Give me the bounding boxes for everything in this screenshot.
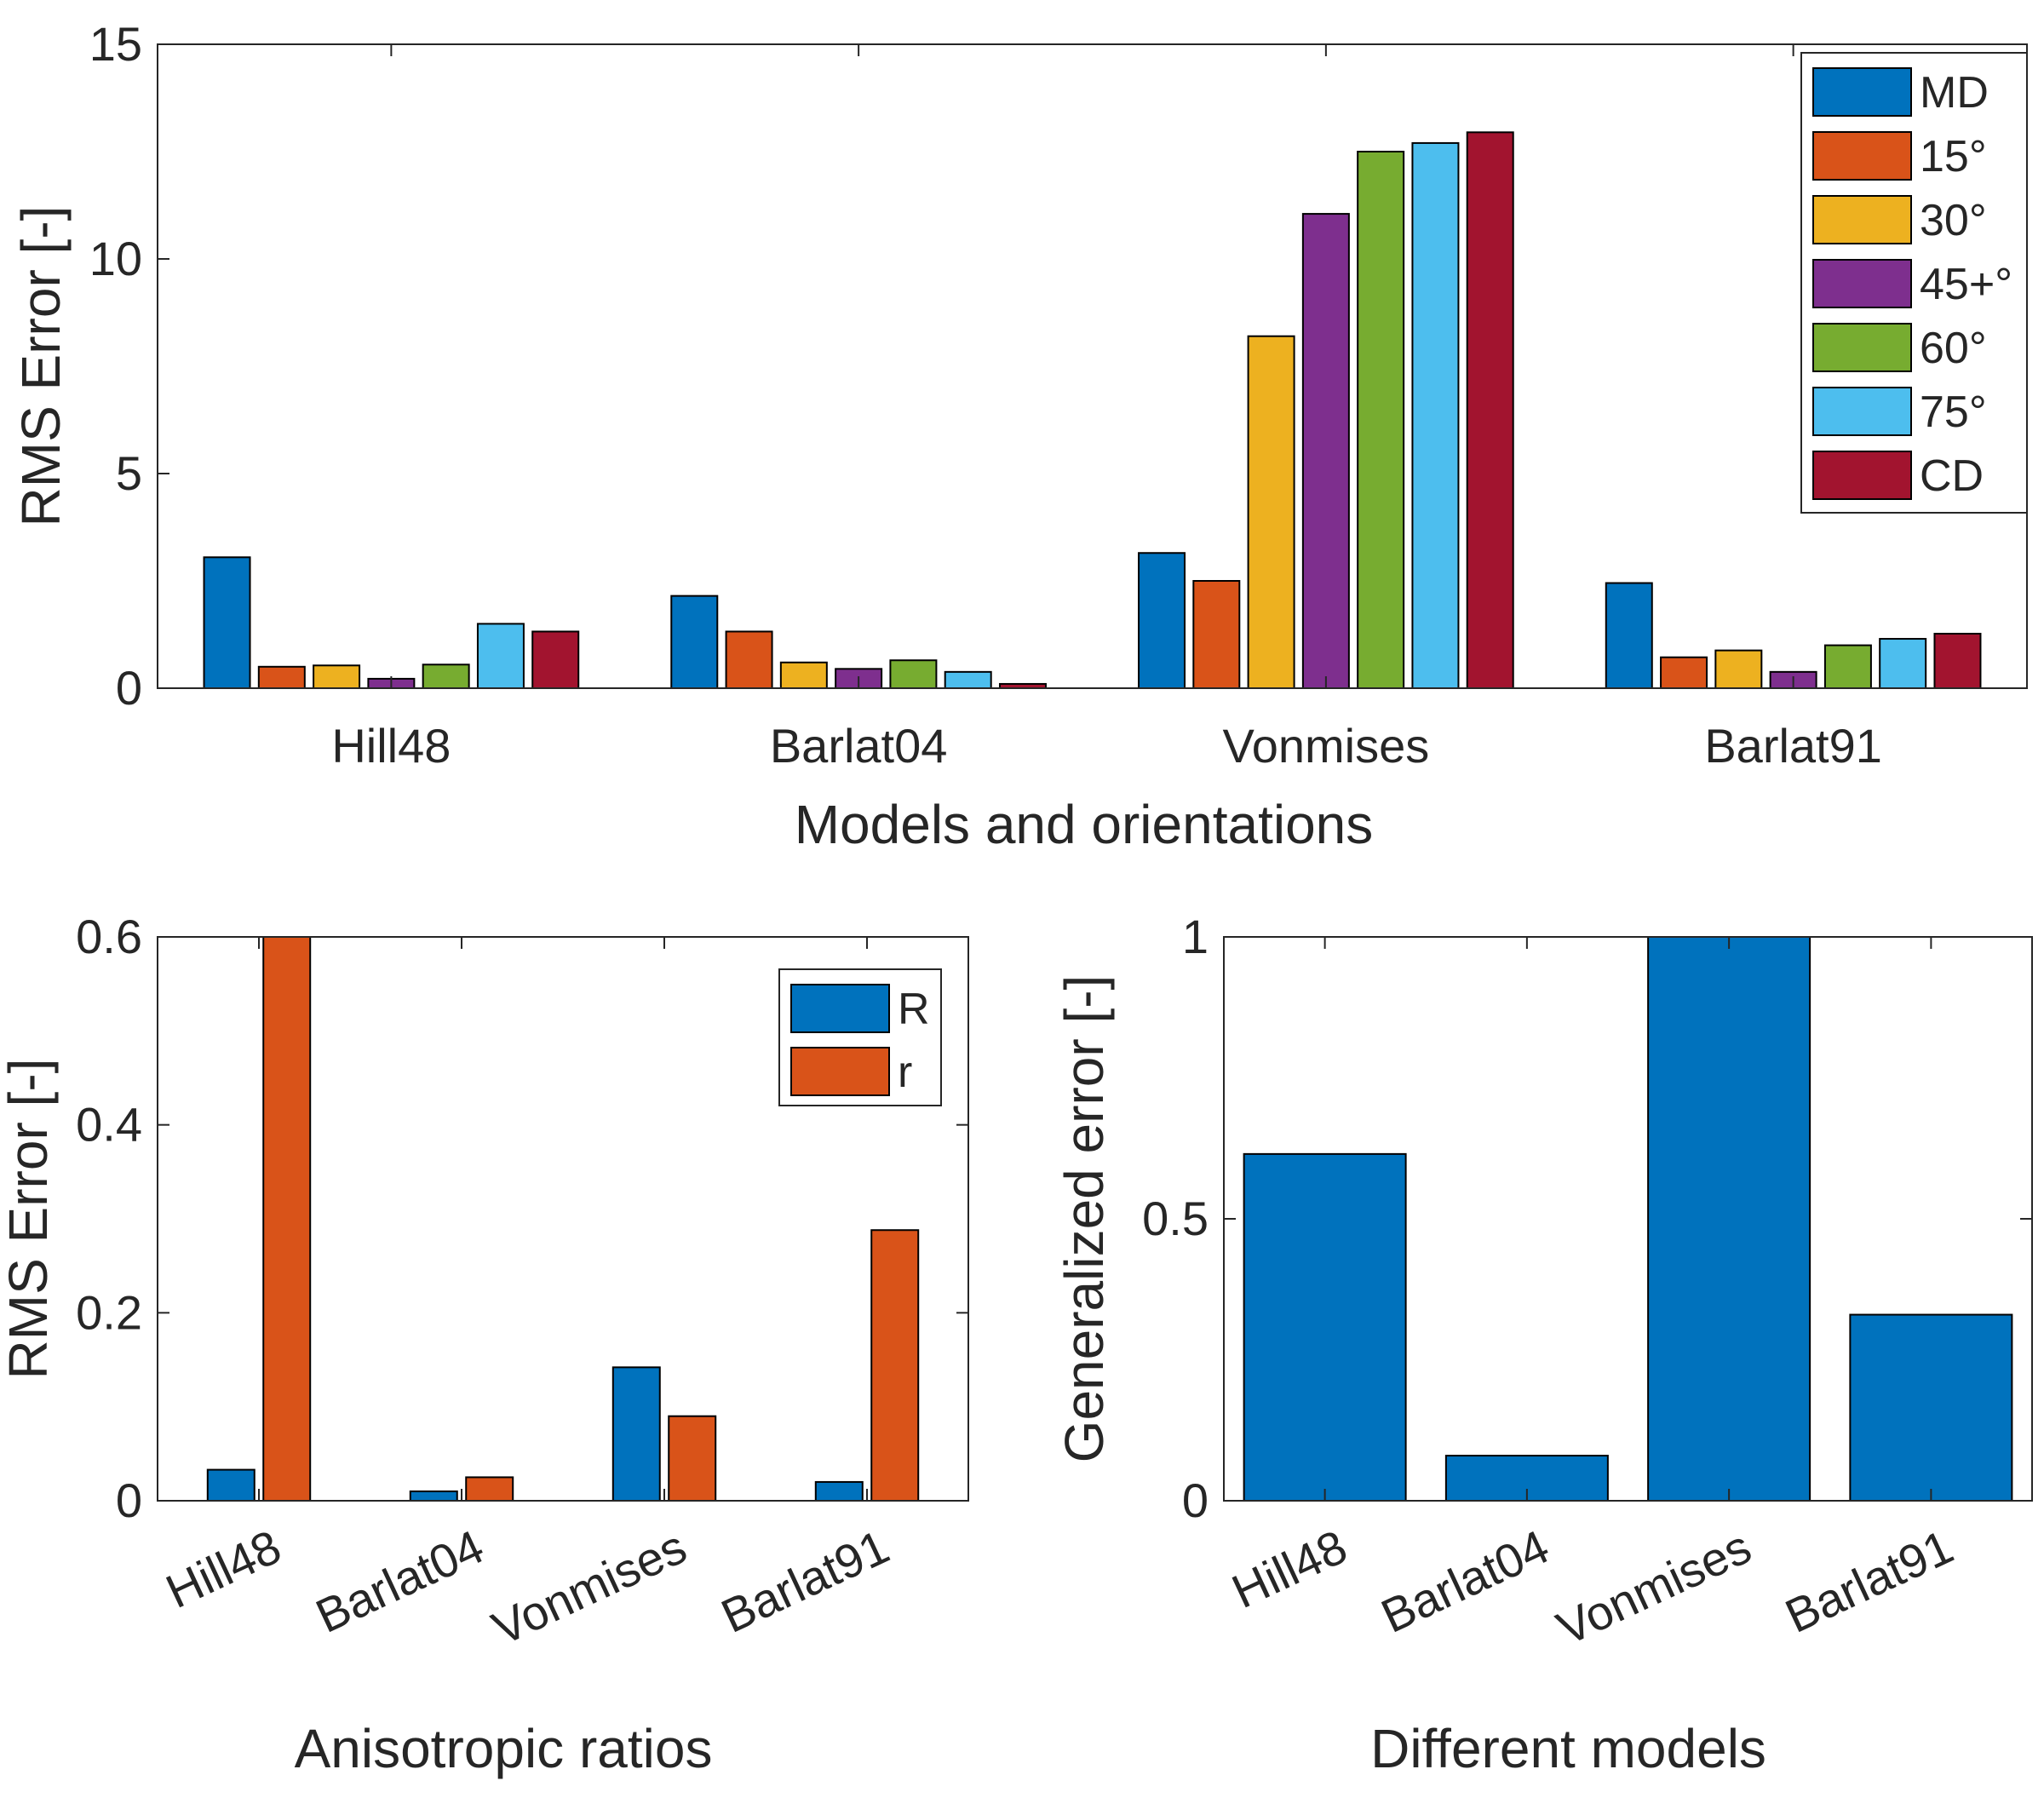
y-axis-label: Generalized error [-] xyxy=(1054,975,1115,1463)
bar-r-Barlat04 xyxy=(465,1476,514,1502)
y-tick-label: 0.5 xyxy=(1142,1192,1209,1245)
bar-15°-Vonmises xyxy=(1192,580,1241,689)
bar-CD-Hill48 xyxy=(531,630,580,689)
legend-swatch-R xyxy=(790,984,890,1033)
legend-label: R xyxy=(898,985,930,1034)
x-tick-label: Hill48 xyxy=(158,1519,290,1618)
bar-30°-Hill48 xyxy=(313,664,361,690)
legend-label: 75° xyxy=(1920,388,1987,437)
x-tick-label: Barlat91 xyxy=(1704,719,1882,773)
legend-label: CD xyxy=(1920,451,1984,501)
legend-swatch-15° xyxy=(1812,131,1912,181)
x-tick-label: Barlat04 xyxy=(1373,1519,1557,1643)
axes-frame xyxy=(157,936,969,1502)
bar-R-Vonmises xyxy=(611,1366,661,1502)
legend-swatch-60° xyxy=(1812,323,1912,372)
x-tick-label: Vonmises xyxy=(1549,1519,1760,1656)
bar-MD-Barlat91 xyxy=(1605,582,1653,690)
legend-swatch-45+° xyxy=(1812,259,1912,308)
legend-label: 45+° xyxy=(1920,260,2012,309)
x-tick-label: Hill48 xyxy=(1224,1519,1355,1618)
y-tick-label: 0.4 xyxy=(76,1098,142,1152)
y-tick-label: 0.6 xyxy=(76,910,142,963)
bar-Generalized error-Vonmises xyxy=(1647,936,1811,1502)
x-tick-label: Barlat04 xyxy=(770,719,948,773)
x-tick-label: Hill48 xyxy=(331,719,451,773)
bar-45+°-Vonmises xyxy=(1301,213,1350,689)
y-tick-label: 5 xyxy=(116,446,142,500)
x-tick-label: Barlat04 xyxy=(307,1519,491,1643)
y-tick-label: 0.2 xyxy=(76,1285,142,1339)
bar-75°-Barlat04 xyxy=(944,670,992,690)
y-tick-label: 0 xyxy=(116,1473,142,1527)
x-axis-label: Anisotropic ratios xyxy=(295,1718,713,1779)
bar-CD-Barlat91 xyxy=(1933,632,1982,690)
bar-15°-Barlat04 xyxy=(725,630,773,689)
x-axis-label: Different models xyxy=(1370,1718,1766,1779)
y-tick-label: 10 xyxy=(89,232,142,285)
bar-75°-Hill48 xyxy=(476,623,525,690)
bar-60°-Hill48 xyxy=(422,663,470,690)
chart-top: 0 5 10 15 Hill48 Barlat04 Vonmises Barlat91 Mode… xyxy=(10,17,2028,855)
legend-label: r xyxy=(898,1048,912,1097)
y-tick-label: 0 xyxy=(116,661,142,715)
bar-r-Vonmises xyxy=(668,1415,717,1502)
bar-R-Barlat91 xyxy=(814,1480,864,1502)
bar-r-Hill48 xyxy=(262,936,312,1502)
bar-75°-Barlat91 xyxy=(1879,638,1927,689)
bar-30°-Vonmises xyxy=(1247,335,1295,689)
x-tick-label: Barlat91 xyxy=(713,1519,897,1643)
legend: Rr xyxy=(778,968,942,1106)
legend-swatch-30° xyxy=(1812,195,1912,244)
legend-label: 60° xyxy=(1920,324,1987,373)
bar-Generalized error-Barlat91 xyxy=(1849,1313,2013,1502)
bar-Generalized error-Hill48 xyxy=(1243,1152,1407,1502)
bar-60°-Barlat04 xyxy=(889,659,938,689)
legend-label: MD xyxy=(1920,68,1989,118)
bar-30°-Barlat91 xyxy=(1714,649,1763,690)
legend-label: 15° xyxy=(1920,132,1987,181)
bar-60°-Barlat91 xyxy=(1823,644,1872,689)
bar-MD-Barlat04 xyxy=(670,595,719,690)
legend-swatch-CD xyxy=(1812,451,1912,500)
bar-75°-Vonmises xyxy=(1411,141,1460,690)
plot-area xyxy=(158,44,2027,688)
legend: MD 15° 30° 45+° 60° 75° CD xyxy=(1800,52,2028,514)
bar-R-Barlat04 xyxy=(409,1490,458,1502)
bar-60°-Vonmises xyxy=(1357,151,1405,689)
legend-swatch-75° xyxy=(1812,387,1912,436)
x-axis-label: Models and orientations xyxy=(795,794,1374,855)
y-axis-label: RMS Error [-] xyxy=(10,206,72,527)
bar-r-Barlat91 xyxy=(870,1229,920,1502)
x-tick-label: Vonmises xyxy=(1222,719,1429,773)
bar-MD-Hill48 xyxy=(203,556,251,690)
y-tick-label: 15 xyxy=(89,17,142,71)
y-tick-label: 1 xyxy=(1182,910,1209,963)
legend-label: 30° xyxy=(1920,196,1987,245)
bar-15°-Hill48 xyxy=(257,665,306,689)
bar-R-Hill48 xyxy=(206,1468,256,1502)
bar-15°-Barlat91 xyxy=(1660,656,1708,689)
y-tick-label: 0 xyxy=(1182,1473,1209,1527)
bar-MD-Vonmises xyxy=(1138,552,1186,689)
x-tick-label: Vonmises xyxy=(484,1519,694,1656)
bar-CD-Vonmises xyxy=(1466,131,1514,689)
x-tick-label: Barlat91 xyxy=(1777,1519,1961,1643)
bar-30°-Barlat04 xyxy=(779,661,828,690)
legend-swatch-MD xyxy=(1812,67,1912,117)
legend-swatch-r xyxy=(790,1047,890,1096)
y-axis-label: RMS Error [-] xyxy=(0,1059,59,1380)
